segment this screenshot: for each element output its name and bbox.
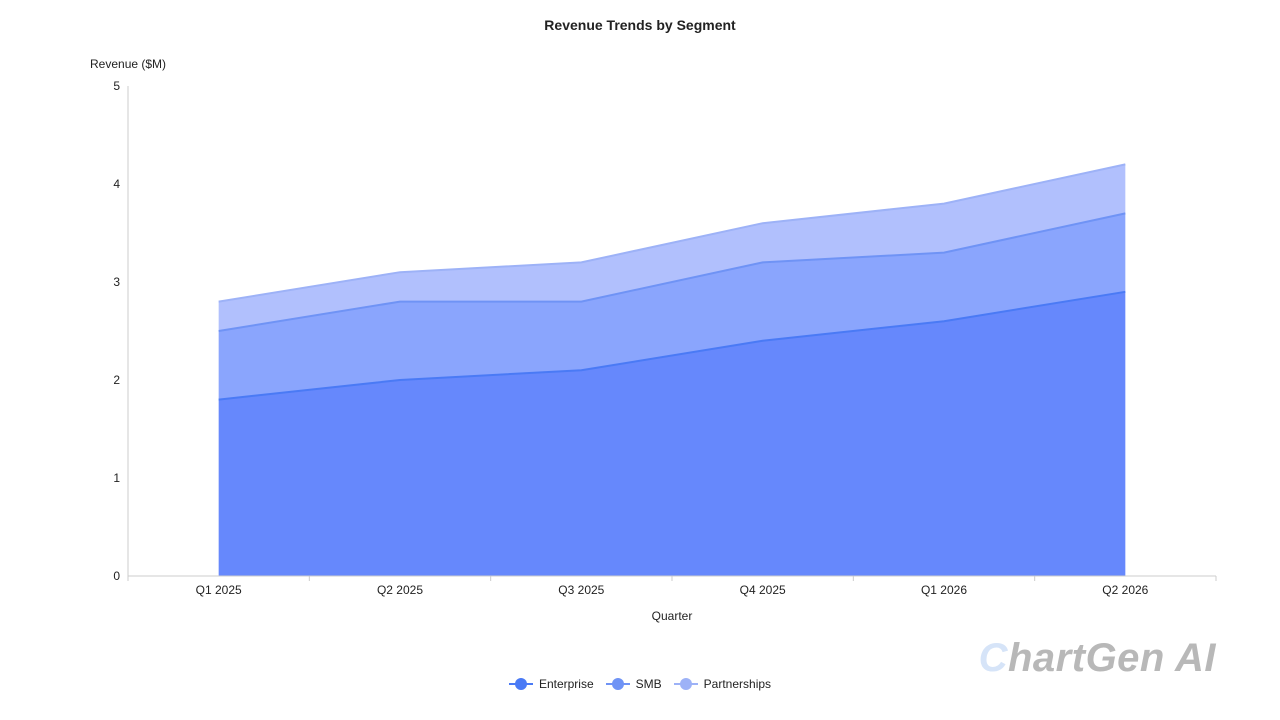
line-smb <box>218 212 1126 332</box>
y-tick-label: 2 <box>113 373 120 387</box>
area-enterprise <box>218 291 1126 576</box>
x-tick-label: Q1 2026 <box>921 583 967 597</box>
area-partnerships <box>218 164 1126 331</box>
legend-item-enterprise[interactable]: Enterprise <box>508 677 594 691</box>
legend-marker-icon <box>673 678 698 690</box>
y-tick-label: 3 <box>113 275 120 289</box>
x-axis-title: Quarter <box>651 609 693 623</box>
legend: Enterprise SMB Partnerships <box>0 677 1280 691</box>
y-tick-label: 4 <box>113 177 120 191</box>
line-partnerships <box>218 163 1126 303</box>
legend-label: Enterprise <box>538 677 594 691</box>
legend-label: SMB <box>635 677 662 691</box>
y-tick-label: 5 <box>113 79 120 93</box>
x-tick-label: Q1 2025 <box>196 583 242 597</box>
legend-item-smb[interactable]: SMB <box>605 677 662 691</box>
x-tick-label: Q2 2026 <box>1102 583 1148 597</box>
y-axis-title: Revenue ($M) <box>90 57 167 71</box>
x-tick-label: Q4 2025 <box>740 583 786 597</box>
legend-item-partnerships[interactable]: Partnerships <box>673 677 772 691</box>
y-tick-label: 0 <box>113 569 120 583</box>
legend-marker-icon <box>508 678 533 690</box>
watermark-logo: ChartGen AI <box>978 636 1216 680</box>
y-tick-label: 1 <box>113 471 120 485</box>
legend-label: Partnerships <box>703 677 772 691</box>
line-enterprise <box>218 290 1126 401</box>
x-tick-label: Q2 2025 <box>377 583 423 597</box>
x-tick-label: Q3 2025 <box>558 583 604 597</box>
area-smb <box>218 213 1126 400</box>
legend-marker-icon <box>605 678 630 690</box>
chart-title: Revenue Trends by Segment <box>544 17 736 33</box>
